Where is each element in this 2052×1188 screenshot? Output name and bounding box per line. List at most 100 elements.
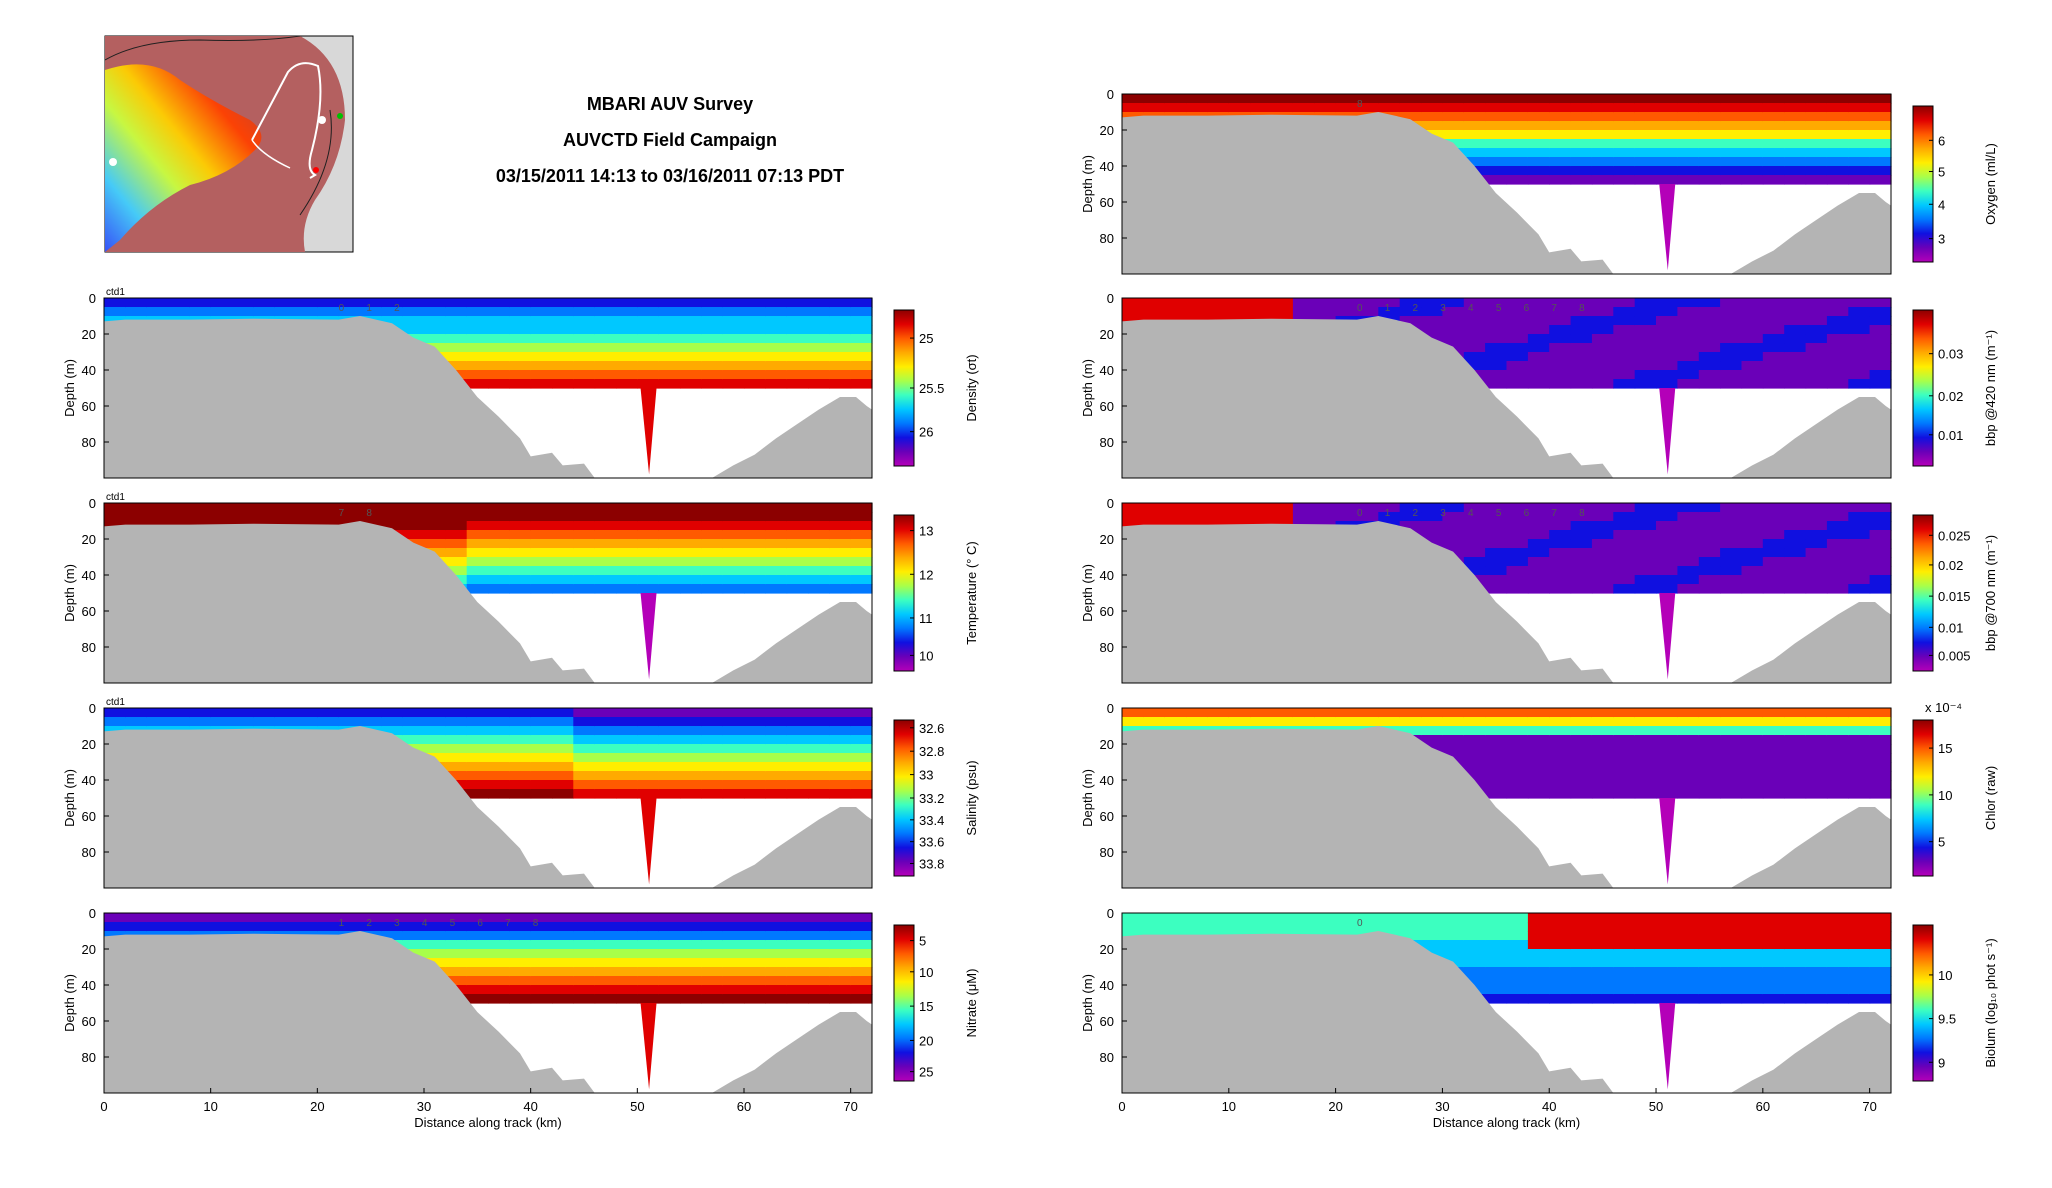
map-auv-track-spur — [251, 139, 291, 169]
nitrate-station-label: 2 — [366, 918, 372, 929]
nitrate-colorbar — [893, 924, 915, 1082]
temperature-station-label: 8 — [366, 508, 372, 519]
density-station-label: 2 — [394, 303, 400, 314]
nitrate-bathymetry-ridge — [712, 1012, 872, 1093]
bbp420-ytick-label: 80 — [1100, 435, 1114, 450]
nitrate-ytick-label: 20 — [82, 942, 96, 957]
bbp420-ytick-label: 20 — [1100, 327, 1114, 342]
salinity-colorbar-tick: 33.4 — [919, 813, 944, 828]
density-ylabel: Depth (m) — [62, 359, 77, 417]
temperature-axes-frame — [103, 502, 873, 684]
biolum-colorbar-tick: 9 — [1938, 1055, 1945, 1070]
nitrate-bathymetry-shelf — [104, 931, 595, 1093]
oxygen-ytick-label: 80 — [1100, 231, 1114, 246]
bbp700-station-label: 4 — [1468, 508, 1474, 519]
nitrate-colorbar-tick: 10 — [919, 965, 933, 980]
bbp700-canyon-fill — [1659, 593, 1676, 680]
bbp420-ylabel: Depth (m) — [1080, 359, 1095, 417]
chlor-ylabel: Depth (m) — [1080, 769, 1095, 827]
oxygen-colorbar-tick: 6 — [1938, 133, 1945, 148]
bbp700-colorbar-tick: 0.01 — [1938, 620, 1963, 635]
salinity-canyon-fill — [640, 798, 657, 885]
density-ytick-label: 40 — [82, 363, 96, 378]
map-station-marker-west — [109, 158, 117, 166]
bbp420-station-label: 1 — [1385, 303, 1391, 314]
bbp700-ylabel: Depth (m) — [1080, 564, 1095, 622]
bbp420-colorbar-tick: 0.03 — [1938, 347, 1963, 362]
nitrate-station-label: 4 — [422, 918, 428, 929]
density-ytick-label: 0 — [89, 291, 96, 306]
density-vehicle-label: ctd1 — [106, 287, 125, 298]
bbp420-station-label: 4 — [1468, 303, 1474, 314]
temperature-ytick-label: 40 — [82, 568, 96, 583]
temperature-colorbar-tick: 13 — [919, 524, 933, 539]
nitrate-xtick-label: 0 — [100, 1099, 107, 1114]
density-station-label: 0 — [339, 303, 345, 314]
figure-subtitle: AUVCTD Field Campaign — [562, 130, 777, 150]
panel-salinity: 0 20 40 60 80 Depth (m) ctd1 32.6 32.8 33 33.2 33.4… — [62, 697, 979, 889]
nitrate-colorbar-tick: 25 — [919, 1065, 933, 1080]
biolum-axes-frame — [1121, 912, 1892, 1094]
oxygen-colorbar-tick: 5 — [1938, 165, 1945, 180]
nitrate-ytick-label: 60 — [82, 1014, 96, 1029]
nitrate-colorbar-tick: 15 — [919, 999, 933, 1014]
oxygen-ylabel: Depth (m) — [1080, 155, 1095, 213]
density-ytick-label: 20 — [82, 327, 96, 342]
oxygen-ytick-label: 20 — [1100, 123, 1114, 138]
biolum-canyon-fill — [1659, 1003, 1676, 1090]
bbp420-colorbar-label: bbp @420 nm (m⁻¹) — [1983, 330, 1998, 446]
map-station-marker-east — [318, 116, 326, 124]
temperature-colorbar-tick: 11 — [919, 611, 933, 626]
nitrate-colorbar-label: Nitrate (μM) — [964, 969, 979, 1038]
biolum-xtick-label: 0 — [1118, 1099, 1125, 1114]
bbp700-ytick-label: 60 — [1100, 604, 1114, 619]
bbp700-axes-frame — [1121, 502, 1892, 684]
nitrate-station-label: 6 — [477, 918, 483, 929]
nitrate-station-label: 3 — [394, 918, 400, 929]
nitrate-xtick-label: 40 — [523, 1099, 537, 1114]
temperature-vehicle-label: ctd1 — [106, 492, 125, 503]
bbp700-station-label: 1 — [1385, 508, 1391, 519]
salinity-colorbar-tick: 33 — [919, 768, 933, 783]
oxygen-canyon-fill — [1659, 184, 1676, 271]
density-ytick-label: 80 — [82, 435, 96, 450]
bbp420-colorbar-tick: 0.01 — [1938, 428, 1963, 443]
density-ytick-label: 60 — [82, 399, 96, 414]
biolum-xtick-label: 50 — [1649, 1099, 1663, 1114]
nitrate-ylabel: Depth (m) — [62, 974, 77, 1032]
density-colorbar-tick: 25.5 — [919, 381, 944, 396]
chlor-ytick-label: 20 — [1100, 737, 1114, 752]
chlor-axes-frame — [1121, 707, 1892, 889]
map-end-marker — [313, 167, 319, 173]
nitrate-station-label: 1 — [339, 918, 345, 929]
chlor-canyon-fill — [1659, 798, 1676, 885]
bbp420-bathymetry-ridge — [1730, 397, 1891, 478]
temperature-colorbar-label: Temperature (° C) — [964, 541, 979, 644]
map-coastline — [105, 36, 332, 216]
density-canyon-fill — [640, 388, 657, 475]
density-colorbar-label: Density (σt) — [964, 354, 979, 421]
bbp420-axes-frame — [1121, 297, 1892, 479]
biolum-ytick-label: 0 — [1107, 906, 1114, 921]
biolum-ytick-label: 20 — [1100, 942, 1114, 957]
figure-title: MBARI AUV Survey — [586, 94, 754, 114]
bbp420-station-label: 7 — [1551, 303, 1557, 314]
nitrate-colorbar-tick: 20 — [919, 1033, 933, 1048]
salinity-colorbar-tick: 33.2 — [919, 791, 944, 806]
temperature-colorbar — [893, 514, 915, 672]
oxygen-bathymetry-ridge — [1730, 193, 1891, 274]
oxygen-colorbar — [1912, 105, 1934, 263]
salinity-axes-frame — [103, 707, 873, 889]
figure-date-range: 03/15/2011 14:13 to 03/16/2011 07:13 PDT — [495, 166, 845, 186]
temperature-ytick-label: 0 — [89, 496, 96, 511]
salinity-ytick-label: 40 — [82, 773, 96, 788]
panel-chlor: 0 20 40 60 80 Depth (m) 15 10 5 Chlor (raw) x 10⁻⁴ — [1080, 700, 1998, 889]
biolum-xtick-label: 10 — [1222, 1099, 1236, 1114]
oxygen-ytick-label: 0 — [1107, 87, 1114, 102]
biolum-xtick-label: 70 — [1862, 1099, 1876, 1114]
bbp420-ytick-label: 0 — [1107, 291, 1114, 306]
chlor-bathymetry-shelf — [1122, 726, 1614, 888]
bbp700-bathymetry-shelf — [1122, 521, 1614, 683]
map-inset — [104, 35, 354, 253]
temperature-bathymetry-shelf — [104, 521, 595, 683]
